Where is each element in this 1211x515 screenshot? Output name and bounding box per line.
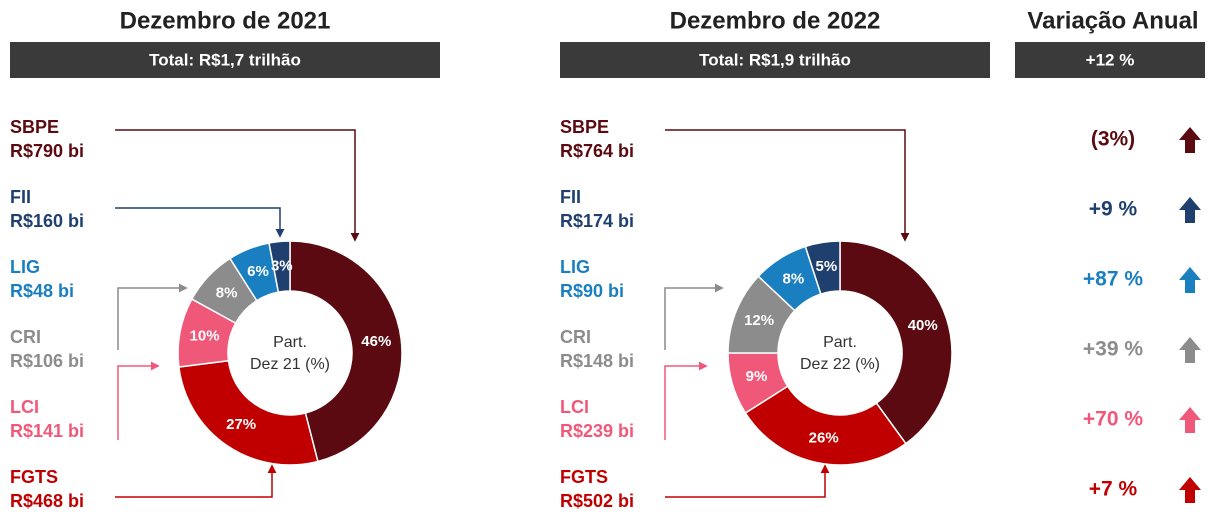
change-value: +9 %: [1089, 198, 1138, 221]
legend-amount: R$90 bi: [560, 281, 624, 301]
connector: [665, 464, 830, 498]
center-label: Dez 22 (%): [800, 356, 880, 373]
change-arrow: [1179, 337, 1201, 363]
legend-label: CRI: [560, 327, 591, 347]
legend-amount: R$764 bi: [560, 141, 634, 161]
slice-label: 10%: [190, 328, 220, 345]
header-bar: [560, 42, 990, 78]
legend-label: FII: [560, 187, 581, 207]
center-label: Part.: [823, 334, 857, 351]
legend-amount: R$106 bi: [10, 351, 84, 371]
legend-label: FGTS: [10, 467, 58, 487]
legend-label: LIG: [10, 257, 40, 277]
connector: [115, 129, 360, 242]
donut-slice: [744, 385, 907, 466]
header-bar: [1015, 42, 1205, 78]
slice-label: 12%: [744, 312, 774, 329]
slice-label: 27%: [226, 416, 256, 433]
legend-amount: R$468 bi: [10, 491, 84, 511]
slice-label: 3%: [271, 257, 293, 274]
legend-amount: R$148 bi: [560, 351, 634, 371]
center-label: Part.: [273, 334, 307, 351]
chart-title: Dezembro de 2022: [670, 7, 881, 34]
change-arrow: [1179, 197, 1201, 223]
connector: [117, 361, 160, 440]
header-bar: [10, 42, 440, 78]
slice-label: 26%: [809, 429, 839, 446]
slice-label: 8%: [783, 271, 805, 288]
connector: [115, 464, 277, 498]
legend-amount: R$160 bi: [10, 211, 84, 231]
change-arrow: [1179, 477, 1201, 503]
slice-label: 40%: [908, 317, 938, 334]
slice-label: 6%: [247, 263, 269, 280]
donut-slice: [804, 240, 841, 295]
change-arrow: [1179, 127, 1201, 153]
donut-slice: [178, 359, 319, 466]
chart-title: Dezembro de 2021: [120, 7, 331, 34]
legend-label: SBPE: [560, 117, 609, 137]
change-value: +87 %: [1083, 268, 1143, 291]
slice-label: 8%: [216, 284, 238, 301]
chart-subtitle: Total: R$1,7 trilhão: [149, 50, 301, 69]
donut-slice: [268, 240, 291, 293]
legend-amount: R$502 bi: [560, 491, 634, 511]
donut-slice: [289, 240, 403, 463]
legend-label: LCI: [560, 397, 589, 417]
change-arrow: [1179, 407, 1201, 433]
legend-amount: R$790 bi: [10, 141, 84, 161]
column-title: Variação Anual: [1027, 7, 1198, 34]
legend-label: LIG: [560, 257, 590, 277]
change-arrow: [1179, 267, 1201, 293]
legend-amount: R$48 bi: [10, 281, 74, 301]
connector: [115, 207, 285, 238]
change-value: +70 %: [1083, 408, 1143, 431]
change-value: (3%): [1091, 128, 1135, 151]
change-value: +7 %: [1089, 478, 1138, 501]
change-value: +39 %: [1083, 338, 1143, 361]
center-label: Dez 21 (%): [250, 356, 330, 373]
legend-label: FGTS: [560, 467, 608, 487]
connector: [665, 129, 910, 242]
legend-label: LCI: [10, 397, 39, 417]
connectors: [115, 129, 910, 498]
legend-label: FII: [10, 187, 31, 207]
legend-amount: R$141 bi: [10, 421, 84, 441]
column-subtitle: +12 %: [1086, 50, 1135, 69]
connector: [664, 361, 708, 440]
connector: [664, 283, 724, 350]
connector: [117, 283, 188, 350]
slice-label: 9%: [746, 368, 768, 385]
legend-amount: R$239 bi: [560, 421, 634, 441]
slice-label: 46%: [361, 333, 391, 350]
chart-subtitle: Total: R$1,9 trilhão: [699, 50, 851, 69]
legend-label: SBPE: [10, 117, 59, 137]
slice-label: 5%: [816, 258, 838, 275]
donut-slice: [839, 240, 953, 445]
legend-label: CRI: [10, 327, 41, 347]
legend-amount: R$174 bi: [560, 211, 634, 231]
